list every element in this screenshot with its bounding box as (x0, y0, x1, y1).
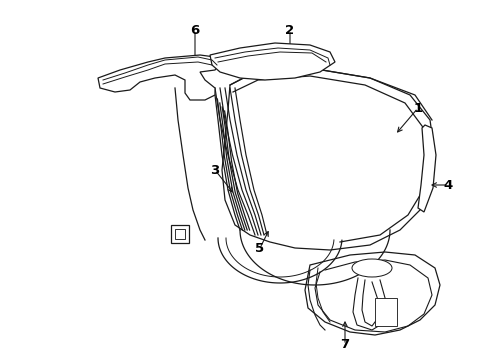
Text: 5: 5 (255, 242, 265, 255)
Text: 1: 1 (414, 102, 422, 114)
Polygon shape (98, 55, 220, 100)
Polygon shape (210, 43, 335, 80)
Text: 2: 2 (286, 23, 294, 36)
Bar (175, 229, 185, 239)
Bar (375, 298, 397, 326)
Text: 4: 4 (443, 179, 453, 192)
Text: 3: 3 (210, 163, 220, 176)
Polygon shape (305, 252, 440, 335)
Text: 7: 7 (341, 338, 349, 351)
Polygon shape (418, 125, 436, 212)
Polygon shape (222, 68, 435, 250)
Text: 6: 6 (191, 23, 199, 36)
Ellipse shape (352, 259, 392, 277)
Bar (171, 225, 189, 243)
